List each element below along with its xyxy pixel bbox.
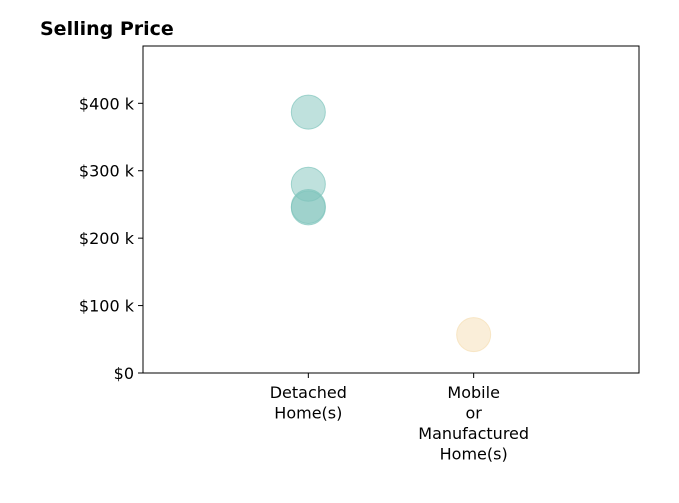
scatter-point — [290, 94, 326, 130]
y-axis: $0 $100 k $200 k $300 k $400 k — [79, 94, 143, 383]
plot-frame — [142, 45, 640, 374]
x-tick-label: Detached Home(s) — [270, 383, 347, 423]
x-tick-label: Mobile or Manufactured Home(s) — [418, 383, 529, 464]
chart-title: Selling Price — [40, 18, 174, 40]
plot-area — [142, 45, 640, 374]
data-points — [290, 94, 492, 353]
y-tick-label: $100 k — [79, 297, 135, 316]
x-axis: Detached Home(s) Mobile or Manufactured Home(… — [270, 373, 529, 464]
scatter-point — [456, 317, 492, 353]
y-tick-label: $400 k — [79, 94, 135, 113]
y-tick-label: $300 k — [79, 162, 135, 181]
y-tick-label: $200 k — [79, 229, 135, 248]
y-tick-label: $0 — [114, 364, 134, 383]
scatter-point — [290, 190, 326, 226]
